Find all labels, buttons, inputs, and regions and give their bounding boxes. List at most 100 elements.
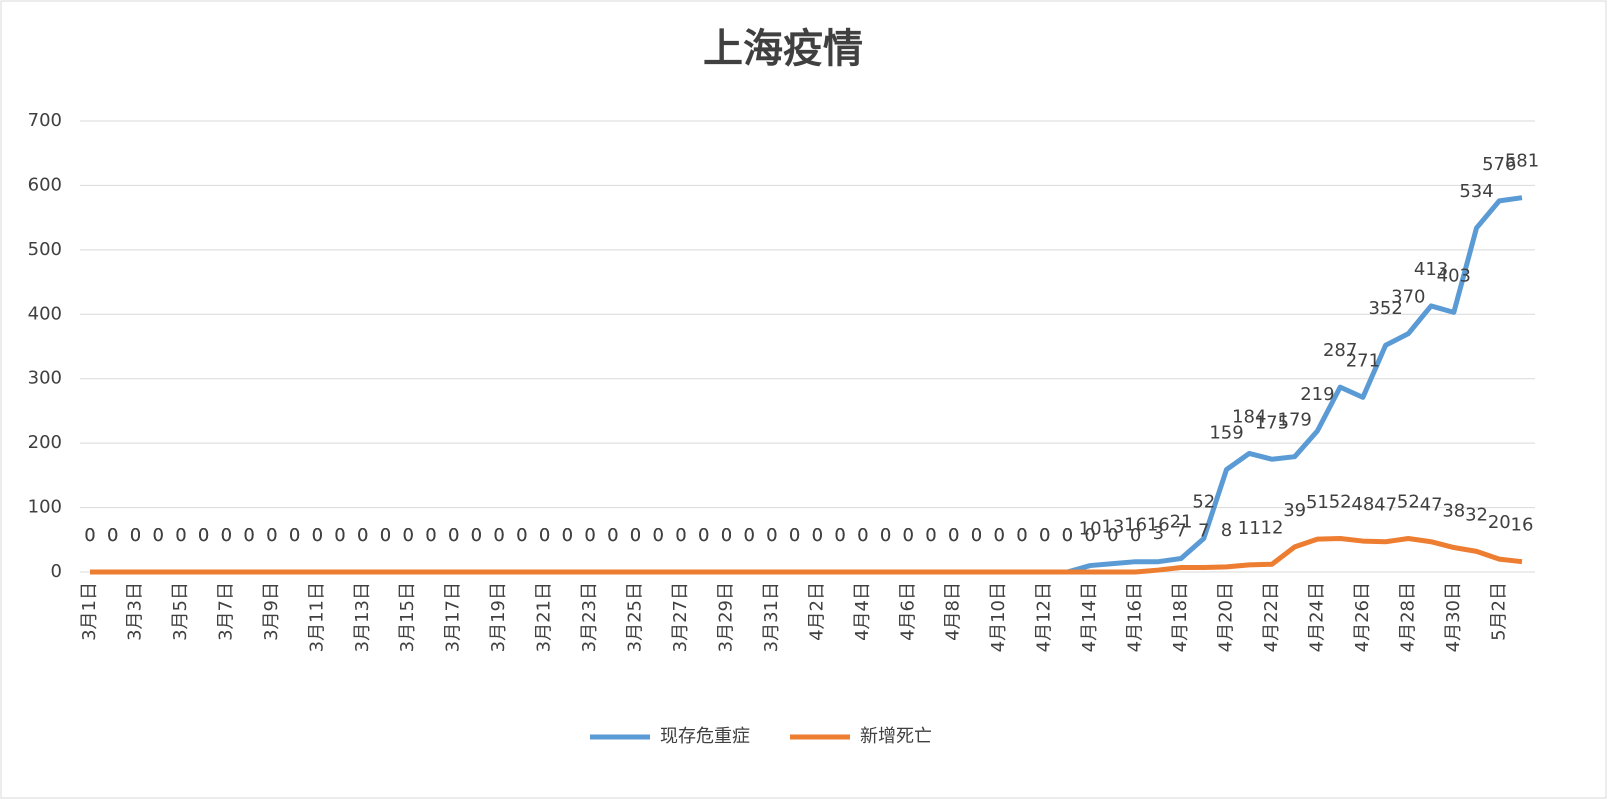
data-label: 0 bbox=[834, 525, 845, 546]
data-label: 0 bbox=[243, 525, 254, 546]
chart-title: 上海疫情 bbox=[703, 25, 863, 72]
y-tick-label: 100 bbox=[28, 497, 62, 518]
data-label: 47 bbox=[1374, 495, 1397, 516]
data-label: 0 bbox=[107, 525, 118, 546]
data-label: 52 bbox=[1397, 491, 1420, 512]
x-tick-label: 4月16日 bbox=[1125, 582, 1146, 652]
x-tick-label: 3月9日 bbox=[261, 582, 282, 641]
data-label: 0 bbox=[357, 525, 368, 546]
x-tick-label: 5月2日 bbox=[1488, 582, 1509, 641]
data-label: 0 bbox=[766, 525, 777, 546]
legend-label: 新增死亡 bbox=[860, 726, 932, 747]
data-label: 0 bbox=[698, 525, 709, 546]
data-label: 184 bbox=[1232, 406, 1266, 427]
data-label: 0 bbox=[1016, 525, 1027, 546]
data-label: 175 bbox=[1255, 412, 1289, 433]
data-label: 179 bbox=[1278, 410, 1312, 431]
data-label: 159 bbox=[1209, 423, 1243, 444]
data-label: 0 bbox=[1107, 525, 1118, 546]
data-label: 0 bbox=[698, 525, 709, 546]
data-label: 403 bbox=[1437, 265, 1471, 286]
data-label: 0 bbox=[1130, 525, 1141, 546]
data-label: 0 bbox=[493, 525, 504, 546]
data-label: 0 bbox=[471, 525, 482, 546]
x-tick-label: 4月20日 bbox=[1216, 582, 1237, 652]
data-label: 0 bbox=[84, 525, 95, 546]
data-label: 0 bbox=[880, 525, 891, 546]
data-label: 413 bbox=[1414, 259, 1448, 280]
data-label: 0 bbox=[152, 525, 163, 546]
data-label: 0 bbox=[1084, 525, 1095, 546]
data-label: 0 bbox=[812, 525, 823, 546]
data-label: 0 bbox=[857, 525, 868, 546]
data-label: 0 bbox=[630, 525, 641, 546]
x-tick-label: 4月4日 bbox=[852, 582, 873, 641]
x-tick-label: 4月14日 bbox=[1079, 582, 1100, 652]
data-label: 0 bbox=[130, 525, 141, 546]
data-label: 287 bbox=[1323, 340, 1357, 361]
data-label: 0 bbox=[402, 525, 413, 546]
data-label: 20 bbox=[1488, 512, 1511, 533]
x-tick-label: 3月7日 bbox=[215, 582, 236, 641]
data-label: 0 bbox=[380, 525, 391, 546]
data-label: 52 bbox=[1192, 491, 1215, 512]
data-label: 39 bbox=[1283, 500, 1306, 521]
data-label: 0 bbox=[562, 525, 573, 546]
data-label: 0 bbox=[425, 525, 436, 546]
x-tick-label: 4月26日 bbox=[1352, 582, 1373, 652]
x-tick-label: 3月5日 bbox=[170, 582, 191, 641]
data-label: 0 bbox=[789, 525, 800, 546]
data-label: 8 bbox=[1221, 520, 1232, 541]
data-label: 0 bbox=[175, 525, 186, 546]
data-label: 0 bbox=[971, 525, 982, 546]
data-label: 12 bbox=[1261, 517, 1284, 538]
data-label: 51 bbox=[1306, 492, 1329, 513]
data-label: 370 bbox=[1391, 287, 1425, 308]
y-tick-label: 500 bbox=[28, 239, 62, 260]
data-label: 16 bbox=[1147, 515, 1170, 536]
data-label: 0 bbox=[971, 525, 982, 546]
data-label: 0 bbox=[675, 525, 686, 546]
data-label: 0 bbox=[834, 525, 845, 546]
data-label: 0 bbox=[334, 525, 345, 546]
data-label: 581 bbox=[1505, 151, 1539, 172]
data-label: 0 bbox=[1039, 525, 1050, 546]
data-label: 0 bbox=[448, 525, 459, 546]
data-label: 0 bbox=[584, 525, 595, 546]
x-tick-label: 4月6日 bbox=[897, 582, 918, 641]
data-label: 576 bbox=[1482, 154, 1516, 175]
data-label: 7 bbox=[1198, 520, 1209, 541]
x-tick-label: 4月30日 bbox=[1443, 582, 1464, 652]
data-label: 16 bbox=[1124, 515, 1147, 536]
data-label: 38 bbox=[1442, 501, 1465, 522]
data-label: 21 bbox=[1170, 511, 1193, 532]
data-label: 0 bbox=[402, 525, 413, 546]
x-tick-label: 4月12日 bbox=[1034, 582, 1055, 652]
data-label: 0 bbox=[607, 525, 618, 546]
data-label: 0 bbox=[243, 525, 254, 546]
data-label: 10 bbox=[1079, 519, 1102, 540]
y-tick-label: 0 bbox=[51, 561, 62, 582]
y-tick-label: 400 bbox=[28, 303, 62, 324]
data-label: 0 bbox=[721, 525, 732, 546]
data-label: 0 bbox=[925, 525, 936, 546]
x-tick-label: 3月25日 bbox=[625, 582, 646, 652]
data-label: 0 bbox=[903, 525, 914, 546]
data-label: 32 bbox=[1465, 504, 1488, 525]
data-label: 0 bbox=[948, 525, 959, 546]
x-tick-label: 3月23日 bbox=[579, 582, 600, 652]
data-label: 0 bbox=[516, 525, 527, 546]
data-label: 0 bbox=[175, 525, 186, 546]
data-label: 0 bbox=[1062, 525, 1073, 546]
data-label: 0 bbox=[493, 525, 504, 546]
data-label: 0 bbox=[448, 525, 459, 546]
data-label: 0 bbox=[607, 525, 618, 546]
data-label: 0 bbox=[221, 525, 232, 546]
x-tick-label: 4月10日 bbox=[988, 582, 1009, 652]
data-label: 0 bbox=[312, 525, 323, 546]
x-tick-label: 4月8日 bbox=[943, 582, 964, 641]
y-tick-label: 600 bbox=[28, 174, 62, 195]
data-label: 0 bbox=[766, 525, 777, 546]
data-label: 13 bbox=[1101, 517, 1124, 538]
